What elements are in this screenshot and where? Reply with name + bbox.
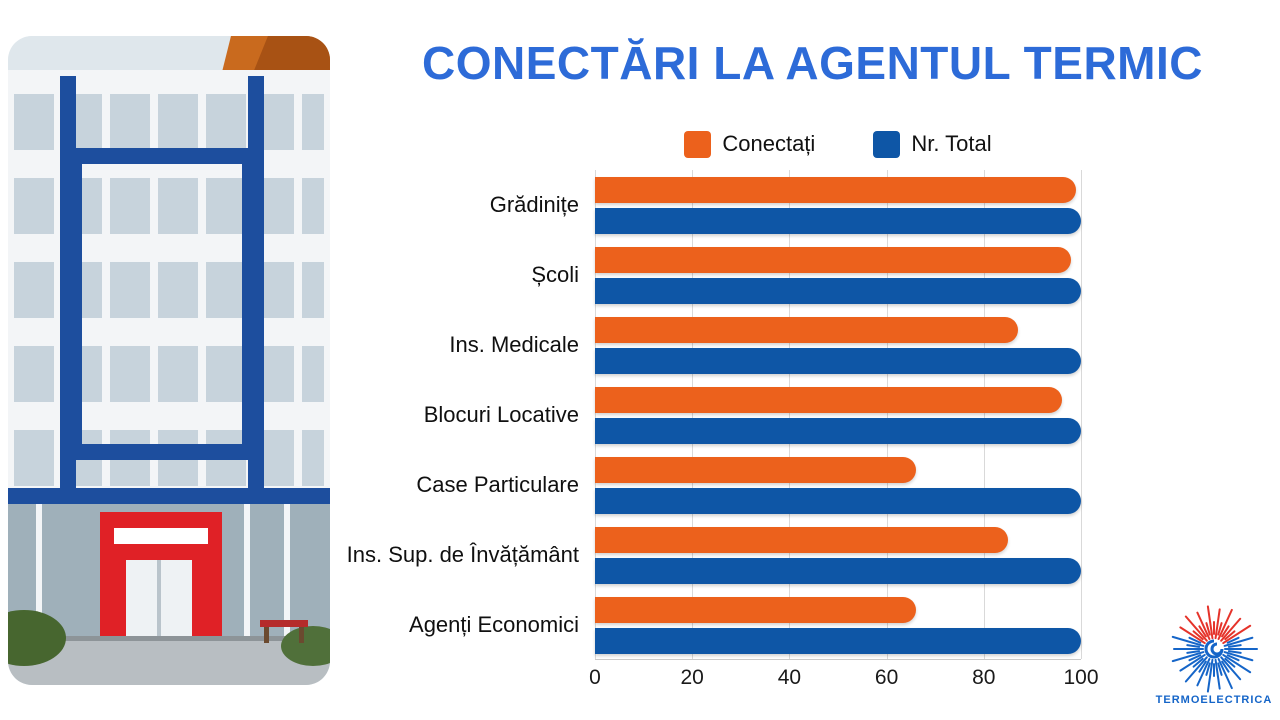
legend-swatch xyxy=(684,130,712,158)
bar-conecta-i xyxy=(595,526,1009,553)
bar-nr-total xyxy=(595,417,1081,444)
category-label: Ins. Medicale xyxy=(449,332,579,357)
gridline xyxy=(789,170,791,659)
category-label: Case Particulare xyxy=(416,472,579,497)
bar-conecta-i xyxy=(595,176,1077,203)
bar-nr-total xyxy=(595,207,1081,234)
gridline xyxy=(983,170,985,659)
page-title: CONECTĂRI LA AGENTUL TERMIC xyxy=(422,37,1203,89)
chart-row: Ins. Sup. de Învățământ xyxy=(346,520,1081,590)
category-label: Grădinițe xyxy=(489,192,579,217)
legend-label: Nr. Total xyxy=(911,131,992,156)
bar-nr-total xyxy=(595,487,1081,514)
bar-nr-total xyxy=(595,627,1081,654)
legend-label: Conectați xyxy=(722,131,816,156)
chart-plot xyxy=(595,170,1082,660)
x-axis: 0 20 40 60 80 100 xyxy=(589,666,1098,696)
legend-item: Conectați xyxy=(684,130,816,158)
x-tick-label: 0 xyxy=(589,666,601,689)
category-label: Agenți Economici xyxy=(409,612,579,637)
bar-group xyxy=(595,316,1081,374)
legend-item: Nr. Total xyxy=(873,130,992,158)
bar-group xyxy=(595,596,1081,654)
chart-row: Blocuri Locative xyxy=(360,380,1081,450)
chart-row: Grădinițe xyxy=(360,170,1081,240)
gridline xyxy=(692,170,694,659)
bar-nr-total xyxy=(595,557,1081,584)
chart-row: Case Particulare xyxy=(360,450,1081,520)
bar-group xyxy=(595,386,1081,444)
x-tick-label: 80 xyxy=(972,666,996,689)
bar-group xyxy=(595,176,1081,234)
x-tick-label: 20 xyxy=(680,666,704,689)
gridline xyxy=(886,170,888,659)
logo-burst-icon xyxy=(1171,605,1258,693)
chart-row: Agenți Economici xyxy=(360,590,1081,660)
logo-text: TERMOELECTRICA xyxy=(1155,694,1273,706)
legend-swatch xyxy=(873,130,901,158)
x-tick-label: 100 xyxy=(1063,666,1099,689)
bar-nr-total xyxy=(595,347,1081,374)
bar-conecta-i xyxy=(595,246,1072,273)
bar-group xyxy=(595,246,1081,304)
bar-conecta-i xyxy=(595,596,916,623)
chart-row: Ins. Medicale xyxy=(360,310,1081,380)
gridline xyxy=(595,170,596,659)
bar-nr-total xyxy=(595,277,1081,304)
category-label: Blocuri Locative xyxy=(423,402,579,427)
bar-conecta-i xyxy=(595,456,916,483)
bar-conecta-i xyxy=(595,386,1062,413)
building-photo xyxy=(8,36,330,685)
chart-row: Școli xyxy=(360,240,1081,310)
category-label: Ins. Sup. de Învățământ xyxy=(346,542,579,567)
legend: Conectați Nr. Total xyxy=(595,128,1081,160)
x-tick-label: 40 xyxy=(777,666,802,689)
bar-conecta-i xyxy=(595,316,1018,343)
x-tick-label: 60 xyxy=(874,666,899,689)
logo: TERMOELECTRICA xyxy=(1154,605,1274,706)
category-label: Școli xyxy=(531,262,579,287)
bar-group xyxy=(595,526,1081,584)
building-illustration xyxy=(8,36,330,685)
chart-rows: Grădinițe Școli Ins. Medicale Blocuri Locat… xyxy=(346,170,1081,660)
bar-group xyxy=(595,456,1081,514)
gridline xyxy=(1081,170,1082,659)
